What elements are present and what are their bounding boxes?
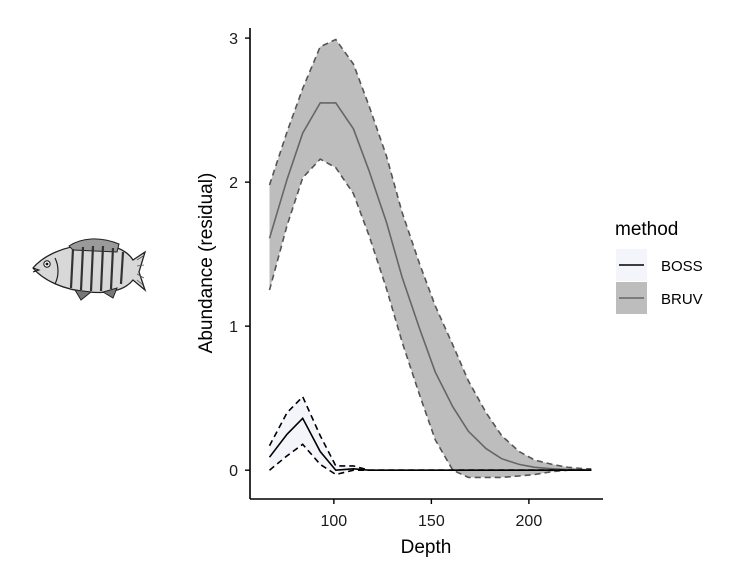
y-tick-label: 2 [229,175,238,192]
y-axis-title: Abundance (residual) [196,173,217,354]
y-tick-label: 3 [229,31,238,48]
series-line-boss [268,416,592,472]
lower-bound-line-boss [268,443,592,476]
legend-label-boss: BOSS [661,258,703,275]
fish-illustration-icon [32,238,147,301]
x-tick-label: 150 [418,513,445,530]
y-tick-label: 0 [229,463,238,480]
upper-bound-line-bruv [268,38,592,470]
x-tick-label: 200 [516,513,543,530]
legend-title: method [615,219,678,240]
x-axis-title: Depth [401,537,452,558]
legend: method BOSS BRUV [615,219,703,314]
y-tick-label: 1 [229,319,238,336]
lower-bound-line-bruv [268,158,592,479]
x-tick-label: 100 [321,513,348,530]
legend-label-bruv: BRUV [661,291,703,308]
upper-bound-line-boss [268,395,592,471]
ribbon-bruv [269,39,592,478]
series-line-bruv [268,102,592,471]
ribbon-boss [269,396,592,475]
